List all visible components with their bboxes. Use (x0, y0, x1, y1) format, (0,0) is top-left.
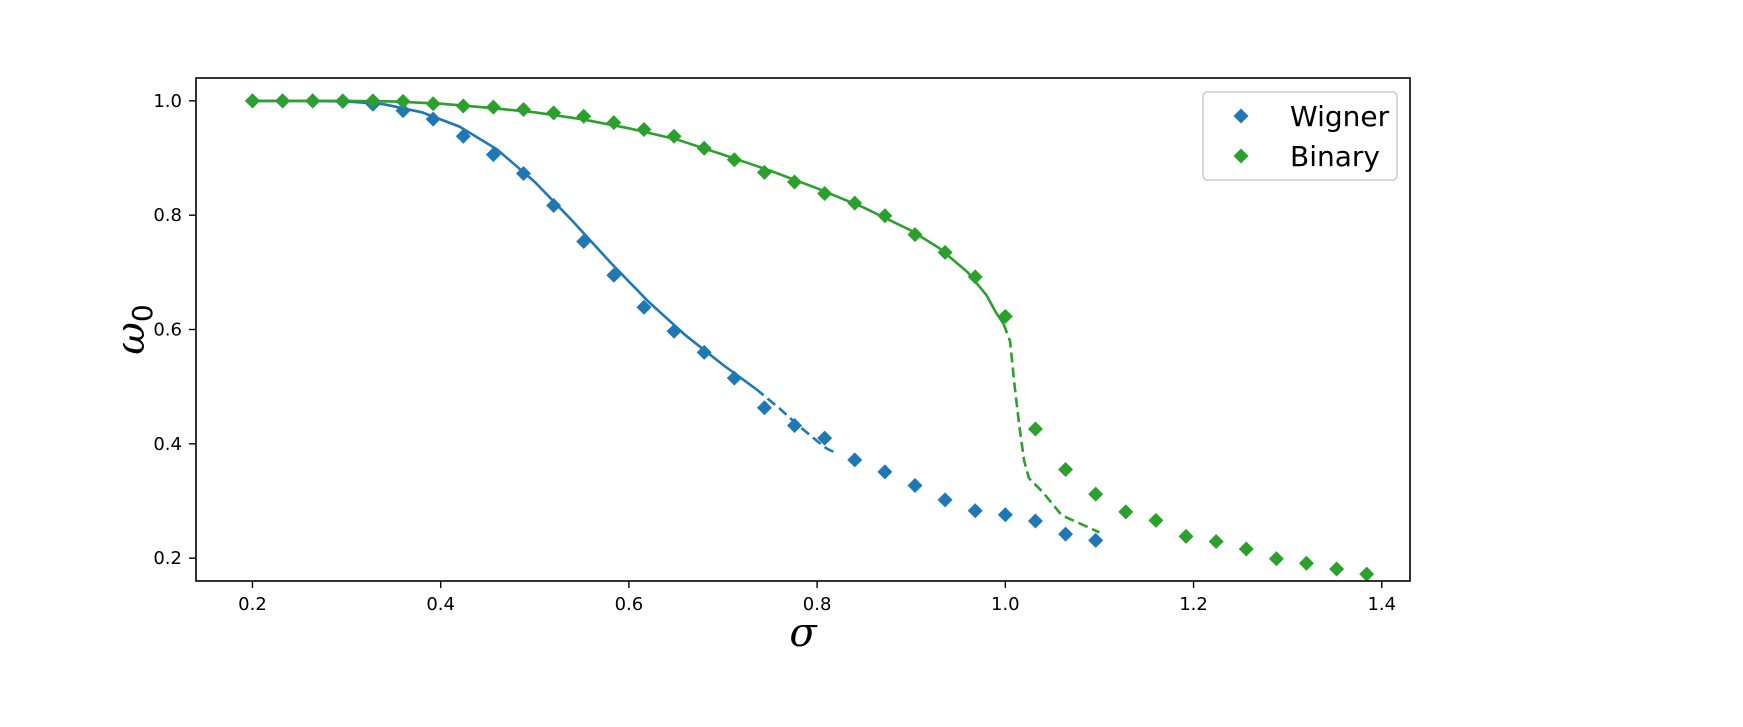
data-point (425, 111, 441, 127)
data-point (997, 507, 1013, 523)
y-tick-label: 0.4 (153, 434, 182, 455)
data-point (967, 269, 983, 285)
legend: Wigner Binary (1202, 91, 1398, 181)
data-point (1178, 528, 1194, 544)
y-axis-label-subscript: 0 (126, 304, 159, 322)
ticks-layer: 0.2 0.4 0.6 0.8 1.0 1.2 1.4 0.2 0.4 0.6 0.8 1.0 (153, 91, 1396, 615)
data-point (877, 208, 893, 224)
data-point (696, 344, 712, 360)
series-binary (244, 93, 1375, 582)
data-point (726, 370, 742, 386)
x-tick-label: 1.4 (1367, 594, 1396, 615)
data-point (515, 165, 531, 181)
legend-box (1202, 91, 1398, 181)
data-point (817, 185, 833, 201)
x-tick-label: 0.4 (426, 594, 455, 615)
y-tick-label: 0.8 (153, 205, 182, 226)
data-point (1359, 566, 1375, 582)
data-point (546, 197, 562, 213)
legend-label: Wigner (1290, 100, 1390, 133)
data-point (877, 464, 893, 480)
data-point (244, 93, 260, 109)
data-point (817, 430, 833, 446)
fit-line-dashed (755, 387, 837, 455)
data-point (1088, 486, 1104, 502)
y-tick-label: 0.6 (153, 320, 182, 341)
data-point (1027, 421, 1043, 437)
data-point (1088, 532, 1104, 548)
data-point (395, 93, 411, 109)
data-point (726, 152, 742, 168)
data-point (576, 108, 592, 124)
data-point (606, 267, 622, 283)
data-point (455, 128, 471, 144)
data-point (1208, 534, 1224, 550)
data-point (937, 244, 953, 260)
y-axis-label: ω0 (108, 304, 159, 354)
x-tick-label: 0.6 (615, 594, 644, 615)
data-point (696, 140, 712, 156)
data-point (756, 164, 772, 180)
fit-line-solid (252, 99, 757, 390)
data-point (907, 478, 923, 494)
plot-layer (244, 93, 1375, 582)
data-point (636, 299, 652, 315)
data-point (997, 308, 1013, 324)
fit-line-dashed (1002, 323, 1100, 534)
x-axis-label: σ (789, 610, 818, 656)
data-point (485, 99, 501, 115)
x-tick-label: 1.2 (1179, 594, 1208, 615)
data-point (1298, 555, 1314, 571)
legend-label: Binary (1290, 140, 1380, 173)
data-point (485, 147, 501, 163)
y-axis-label-main: ω (108, 322, 154, 355)
data-point (335, 93, 351, 109)
data-point (1027, 513, 1043, 529)
data-point (907, 227, 923, 243)
data-point (1148, 512, 1164, 528)
data-point (275, 93, 291, 109)
data-point (425, 96, 441, 112)
data-point (666, 323, 682, 339)
data-point (847, 452, 863, 468)
data-point (305, 93, 321, 109)
series-wigner (244, 93, 1104, 548)
x-tick-label: 1.0 (991, 594, 1020, 615)
data-point (1238, 541, 1254, 557)
data-point (515, 101, 531, 117)
y-tick-label: 1.0 (153, 91, 182, 112)
data-point (1268, 551, 1284, 567)
data-point (1329, 561, 1345, 577)
data-point (787, 174, 803, 190)
data-point (395, 103, 411, 119)
x-tick-label: 0.2 (238, 594, 267, 615)
data-point (937, 492, 953, 508)
fit-line-solid (252, 99, 1005, 325)
data-point (666, 128, 682, 144)
legend-marker (1233, 148, 1249, 164)
y-tick-label: 0.2 (153, 548, 182, 569)
data-point (455, 98, 471, 114)
data-point (606, 115, 622, 131)
data-point (546, 105, 562, 121)
data-point (576, 233, 592, 249)
data-point (787, 418, 803, 434)
data-point (756, 400, 772, 416)
data-point (636, 121, 652, 137)
x-tick-label: 0.8 (803, 594, 832, 615)
data-point (1058, 526, 1074, 542)
data-point (1118, 504, 1134, 520)
data-point (365, 93, 381, 109)
data-point (967, 503, 983, 519)
data-point (1058, 462, 1074, 478)
legend-marker (1233, 108, 1249, 124)
data-point (847, 195, 863, 211)
